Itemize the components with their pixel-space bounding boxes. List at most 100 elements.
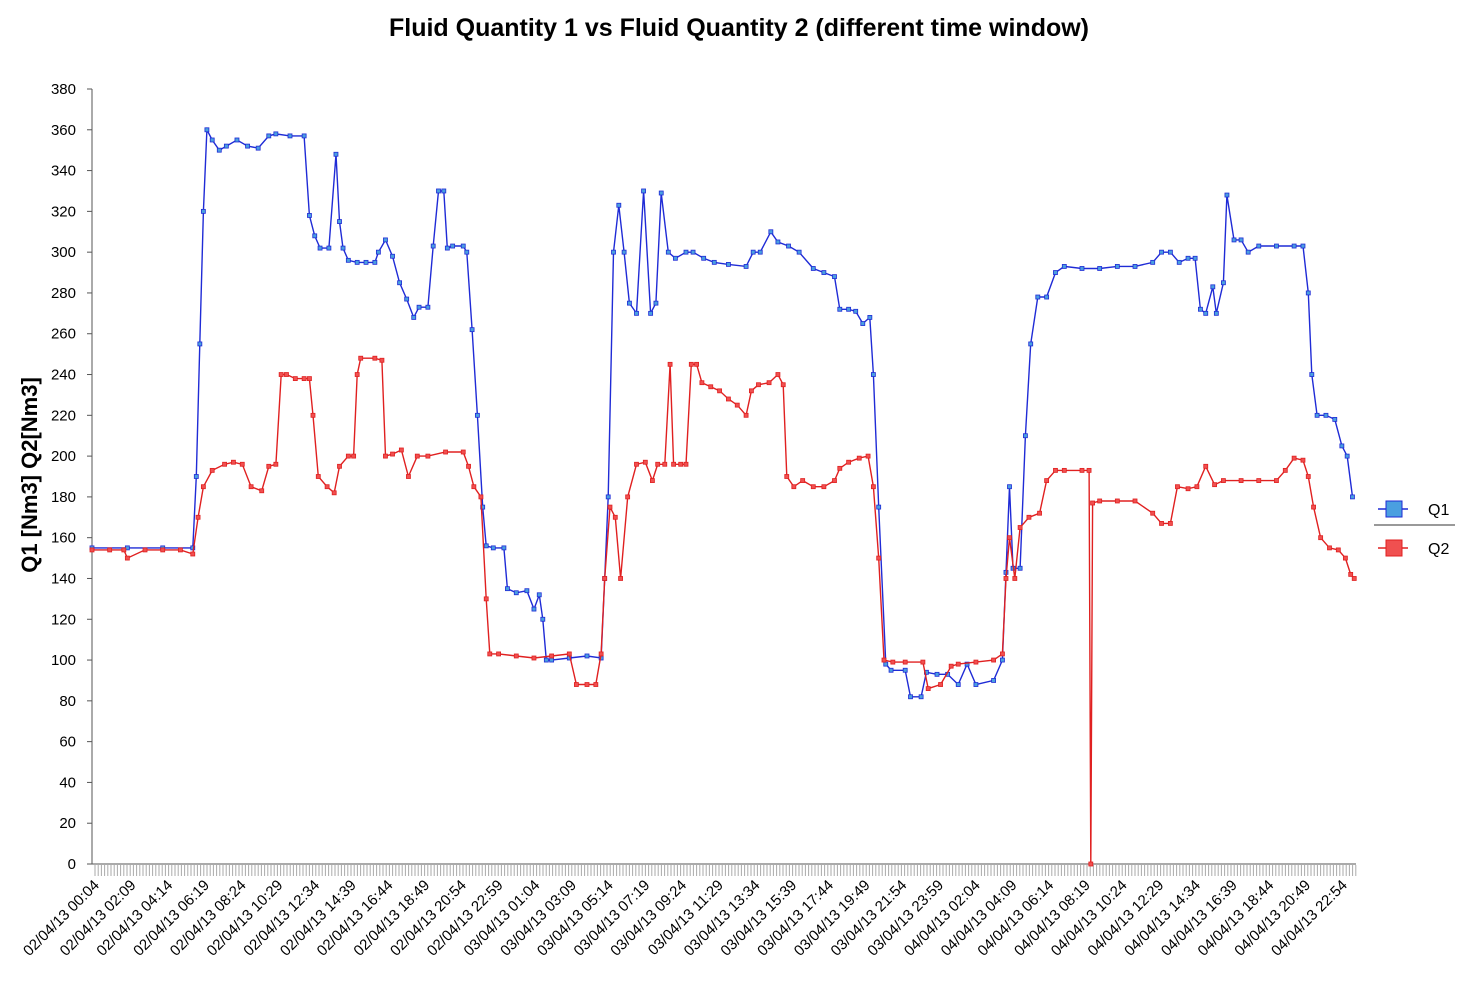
data-point-q2 <box>310 412 316 418</box>
legend-item-q2[interactable]: Q2 <box>1378 539 1449 558</box>
data-point-q2 <box>358 355 364 361</box>
data-point-q1 <box>837 306 843 312</box>
data-point-q1 <box>853 308 859 314</box>
data-point-q2 <box>1282 467 1288 473</box>
legend[interactable]: Q1 Q2 <box>1374 500 1455 558</box>
chart-title: Fluid Quantity 1 vs Fluid Quantity 2 (di… <box>388 14 1090 42</box>
data-point-q1 <box>411 315 417 320</box>
data-point-q2 <box>642 459 648 465</box>
y-tick-label: 120 <box>51 611 76 628</box>
data-point-q1 <box>1192 255 1198 261</box>
data-point-q1 <box>501 545 507 551</box>
x-minor-ticks <box>94 865 1357 876</box>
data-point-q1 <box>301 133 307 139</box>
data-point-q2 <box>1175 484 1180 490</box>
data-point-q1 <box>536 592 542 598</box>
y-tick-label: 360 <box>51 122 76 139</box>
data-point-q2 <box>425 453 431 459</box>
data-point-q2 <box>190 551 196 557</box>
y-tick-label: 40 <box>59 774 76 791</box>
data-point-q1 <box>200 208 206 214</box>
data-point-q1 <box>390 253 395 259</box>
legend-label: Q1 <box>1428 502 1449 519</box>
legend-item-q1[interactable]: Q1 <box>1378 500 1449 519</box>
data-point-q2 <box>688 361 694 367</box>
data-point-q2 <box>1311 504 1316 510</box>
data-point-q2 <box>784 474 790 479</box>
series-line-q2 <box>92 357 1355 865</box>
data-point-q2 <box>1017 525 1023 530</box>
data-point-q2 <box>390 451 395 457</box>
data-point-q1 <box>1231 237 1237 243</box>
data-point-q1 <box>810 266 816 271</box>
data-point-q2 <box>1007 535 1012 541</box>
data-point-q2 <box>414 453 420 459</box>
data-point-q2 <box>625 494 631 500</box>
data-point-q2 <box>398 447 404 453</box>
data-point-q2 <box>1348 571 1354 577</box>
data-point-q1 <box>266 133 272 139</box>
data-point-q1 <box>796 249 802 255</box>
data-point-q2 <box>1061 467 1067 473</box>
data-point-q2 <box>1291 455 1297 461</box>
data-point-q1 <box>197 341 203 347</box>
data-point-q1 <box>1028 341 1034 347</box>
data-point-q2 <box>870 484 876 490</box>
data-point-q1 <box>1035 294 1041 300</box>
data-point-q1 <box>1185 255 1191 261</box>
data-point-q1 <box>832 274 837 280</box>
data-point-q1 <box>543 657 549 663</box>
data-point-q2 <box>766 380 772 386</box>
data-point-q2 <box>920 659 926 665</box>
data-point-q2 <box>142 547 148 553</box>
y-tick-label: 60 <box>59 734 76 751</box>
data-point-q2 <box>379 357 385 363</box>
data-point-q2 <box>406 474 411 479</box>
data-point-q1 <box>540 616 546 622</box>
data-point-q1 <box>549 657 555 663</box>
data-point-q1 <box>1132 264 1138 269</box>
y-tick-label: 300 <box>51 244 76 261</box>
data-point-q2 <box>278 372 284 377</box>
data-point-q2 <box>383 453 388 459</box>
data-point-q2 <box>973 659 979 665</box>
data-point-q1 <box>611 249 616 255</box>
data-point-q2 <box>1114 498 1120 504</box>
data-point-q2 <box>315 474 321 479</box>
data-point-q1 <box>1300 243 1306 249</box>
data-point-q1 <box>464 249 470 255</box>
y-tick-label: 340 <box>51 163 76 180</box>
data-point-q2 <box>239 461 245 467</box>
data-point-q1 <box>964 661 970 667</box>
data-point-q1 <box>1000 657 1005 663</box>
data-point-q2 <box>671 461 677 467</box>
data-point-q2 <box>865 453 871 459</box>
data-point-q1 <box>444 245 450 251</box>
y-tick-label: 80 <box>59 693 76 710</box>
data-point-q2 <box>1003 576 1009 581</box>
data-point-q2 <box>1132 498 1138 504</box>
series-q2 <box>89 355 1357 867</box>
data-point-q2 <box>1159 521 1164 526</box>
data-point-q2 <box>948 663 954 669</box>
data-point-q2 <box>478 494 484 500</box>
data-point-q1 <box>690 249 696 255</box>
data-point-q2 <box>1000 651 1005 657</box>
data-point-q2 <box>694 361 699 367</box>
data-point-q2 <box>471 484 477 490</box>
data-point-q1 <box>337 219 342 224</box>
data-point-q2 <box>876 555 882 561</box>
data-point-q1 <box>223 143 229 149</box>
data-point-q2 <box>1203 463 1209 469</box>
data-point-q1 <box>340 245 346 251</box>
data-point-q1 <box>1305 290 1311 296</box>
data-point-q2 <box>483 596 489 602</box>
data-point-q2 <box>231 459 236 465</box>
series-q1 <box>89 127 1355 700</box>
data-point-q1 <box>234 137 240 143</box>
data-point-q2 <box>890 659 896 665</box>
data-point-q1 <box>383 237 388 243</box>
data-point-q2 <box>160 547 166 553</box>
data-point-q1 <box>973 682 979 687</box>
